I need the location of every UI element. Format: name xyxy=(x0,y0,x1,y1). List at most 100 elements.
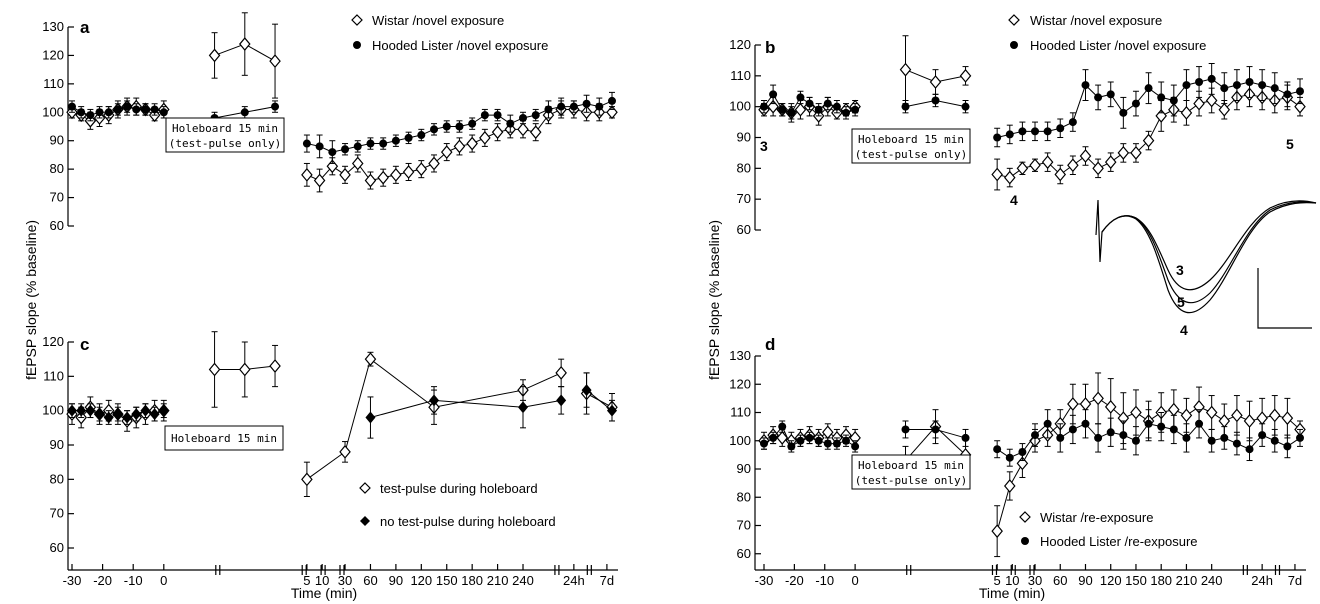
data-point-filled-circle xyxy=(814,436,823,445)
data-point-filled-circle xyxy=(1182,81,1191,90)
data-point-filled-diamond xyxy=(365,411,376,424)
data-point-open-diamond xyxy=(1003,170,1016,185)
data-point-filled-circle xyxy=(1283,90,1292,99)
legend-label-hooded-lister: Hooded Lister /re-exposure xyxy=(1040,534,1198,549)
data-point-open-diamond xyxy=(1029,158,1041,173)
legend-marker-filled-circle xyxy=(353,41,361,49)
data-point-open-diamond xyxy=(1041,155,1054,170)
data-point-open-diamond xyxy=(1168,402,1180,417)
data-point-filled-diamond xyxy=(556,394,567,407)
data-point-open-diamond xyxy=(1281,411,1294,426)
data-point-filled-circle xyxy=(1270,436,1279,445)
data-point-filled-diamond xyxy=(85,404,96,417)
x-tick-label: 0 xyxy=(160,573,167,588)
data-point-filled-circle xyxy=(760,102,768,111)
data-point-filled-circle xyxy=(1169,96,1178,105)
data-point-filled-circle xyxy=(569,102,578,111)
panel-c-legend: test-pulse during holeboard no test-puls… xyxy=(359,481,556,529)
panel-a-label: a xyxy=(80,18,90,37)
data-point-open-diamond xyxy=(794,102,807,117)
y-tick-label: 110 xyxy=(730,405,751,420)
data-point-filled-circle xyxy=(442,122,451,131)
data-point-filled-circle xyxy=(1195,419,1204,428)
panel-a-axes: 60 70 80 90 100 110 120 130 xyxy=(42,19,74,233)
y-tick-label: 110 xyxy=(43,76,64,91)
data-point-filled-circle xyxy=(1245,78,1254,86)
data-point-filled-diamond xyxy=(122,411,133,424)
x-tick-label: 90 xyxy=(1078,573,1092,588)
data-point-filled-circle xyxy=(240,108,249,117)
data-point-filled-circle xyxy=(1258,81,1267,90)
y-tick-label: 100 xyxy=(42,403,64,418)
panel-b: b 60 70 80 90 100 110 120 Wistar /novel exposu… xyxy=(729,13,1317,338)
legend-label-test-pulse: test-pulse during holeboard xyxy=(380,481,538,496)
data-point-filled-circle xyxy=(1031,127,1040,136)
data-point-filled-circle xyxy=(1207,74,1216,83)
annotation-3: 3 xyxy=(760,138,768,154)
data-point-open-diamond xyxy=(1205,93,1218,108)
panel-b-legend: Wistar /novel exposure Hooded Lister /no… xyxy=(1008,13,1206,53)
data-point-open-diamond xyxy=(364,352,377,367)
annotation-5: 5 xyxy=(1286,136,1294,152)
legend-label-wistar: Wistar /novel exposure xyxy=(372,13,504,28)
panel-c-axes: 60 70 80 90 100 110 120 -30 -20 -10 0 5 10 30 60 90 120 1… xyxy=(42,334,618,588)
panel-d-series xyxy=(758,372,1306,558)
data-point-open-diamond xyxy=(1104,399,1117,414)
y-tick-label: 80 xyxy=(50,161,64,176)
data-point-open-diamond xyxy=(301,472,313,487)
data-point-filled-circle xyxy=(760,439,768,448)
data-point-filled-circle xyxy=(1157,93,1166,102)
data-point-filled-circle xyxy=(379,139,388,148)
y-tick-label: 110 xyxy=(730,68,751,83)
x-tick-label: 30 xyxy=(1028,573,1042,588)
x-tick-label: 7d xyxy=(1288,573,1302,588)
x-tick-label: 10 xyxy=(1005,573,1019,588)
legend-label-wistar: Wistar /novel exposure xyxy=(1030,13,1162,28)
data-point-filled-circle xyxy=(993,445,1002,454)
panel-c: c 60 70 80 90 100 110 120 -30 -20 -10 0 5 10 30 60 90 12… xyxy=(42,331,618,588)
data-point-open-diamond xyxy=(899,62,912,77)
panel-a-legend: Wistar /novel exposure Hooded Lister /no… xyxy=(351,13,548,53)
data-point-filled-circle xyxy=(1031,431,1040,440)
trace-label-3: 3 xyxy=(1176,262,1184,278)
data-point-filled-circle xyxy=(506,119,515,128)
data-point-filled-circle xyxy=(1131,436,1140,445)
data-point-filled-circle xyxy=(141,105,150,114)
panel-d-label: d xyxy=(765,335,775,354)
data-point-filled-diamond xyxy=(518,401,529,414)
data-point-filled-circle xyxy=(1144,84,1153,93)
panel-a: a 60 70 80 90 100 110 120 130 Wistar /novel exp… xyxy=(42,12,618,233)
trace-label-5: 5 xyxy=(1177,294,1185,310)
data-point-filled-circle xyxy=(1094,433,1103,442)
y-tick-label: 90 xyxy=(737,461,751,476)
x-tick-label: -10 xyxy=(124,573,143,588)
y-tick-label: 100 xyxy=(729,433,751,448)
data-point-filled-circle xyxy=(823,439,832,448)
data-point-filled-circle xyxy=(1232,439,1241,448)
data-point-filled-circle xyxy=(1270,84,1279,93)
holeboard-box-line-1: Holeboard 15 min xyxy=(171,432,277,445)
data-point-filled-circle xyxy=(104,108,113,117)
data-point-filled-circle xyxy=(341,145,350,154)
data-point-filled-circle xyxy=(805,99,814,108)
data-point-filled-circle xyxy=(1119,431,1128,440)
data-point-filled-circle xyxy=(1144,419,1153,428)
data-point-open-diamond xyxy=(929,75,942,89)
data-point-filled-diamond xyxy=(103,411,114,424)
holeboard-box-line-1: Holeboard 15 min xyxy=(858,459,964,472)
legend-label-hooded-lister: Hooded Lister /novel exposure xyxy=(372,38,548,53)
data-point-open-diamond xyxy=(364,173,377,188)
data-point-filled-circle xyxy=(931,425,940,434)
panel-b-label: b xyxy=(765,38,775,57)
y-tick-label: 70 xyxy=(50,190,64,205)
data-point-filled-circle xyxy=(1068,425,1077,434)
data-point-open-diamond xyxy=(208,48,221,63)
y-tick-label: 90 xyxy=(50,133,64,148)
data-point-filled-circle xyxy=(353,142,362,151)
data-point-filled-circle xyxy=(1182,433,1191,442)
data-point-filled-circle xyxy=(1081,81,1090,90)
data-point-filled-circle xyxy=(113,105,122,114)
panel-b-series xyxy=(758,35,1306,191)
y-tick-label: 60 xyxy=(50,218,64,233)
x-tick-label: 60 xyxy=(363,573,377,588)
